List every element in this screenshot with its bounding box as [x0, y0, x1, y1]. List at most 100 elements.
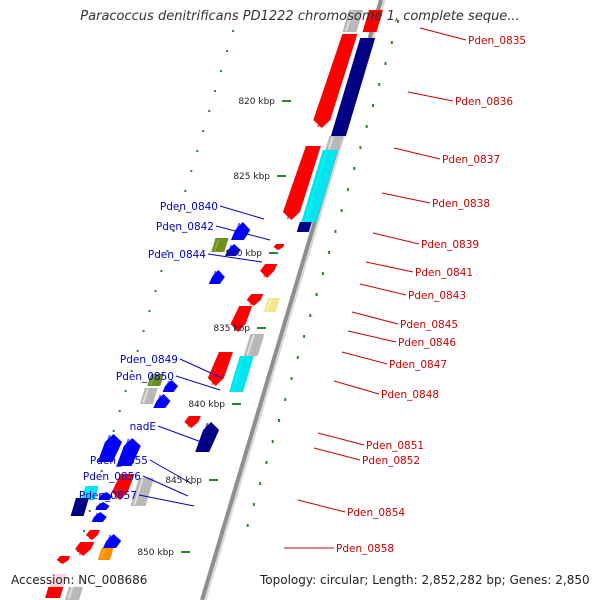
gene-highlight — [197, 422, 209, 452]
gene-feature — [97, 548, 114, 560]
gene-feature — [229, 356, 254, 392]
ruler-dot — [118, 410, 121, 412]
gene-feature — [313, 34, 358, 128]
outer-dot — [390, 41, 393, 44]
reverse-gene-label: Pden_0837 — [442, 154, 500, 166]
gene-highlight — [275, 244, 280, 250]
gene-highlight — [317, 34, 348, 128]
gene-highlight — [263, 264, 270, 278]
gene-feature — [130, 478, 154, 506]
ruler-dot — [220, 70, 223, 72]
forward-gene-label: Pden_0842 — [156, 221, 214, 233]
gene-feature — [153, 394, 171, 408]
reverse-gene-label: Pden_0845 — [400, 319, 458, 331]
gene-feature — [330, 38, 376, 136]
gene-highlight — [155, 394, 162, 408]
gene-highlight — [298, 222, 304, 232]
ruler-dot — [142, 330, 145, 332]
outer-dot — [309, 314, 312, 317]
ruler-dot — [130, 370, 133, 372]
gene-highlight — [99, 548, 106, 560]
sequence-title: Paracoccus denitrificans PD1222 chromoso… — [80, 9, 520, 24]
reverse-gene-leader — [381, 192, 431, 204]
gene-highlight — [333, 38, 365, 136]
reverse-gene-leader — [341, 351, 388, 365]
gene-highlight — [246, 334, 255, 356]
reverse-gene-leader — [313, 447, 361, 461]
outer-dot — [321, 272, 324, 275]
gene-feature — [211, 238, 229, 252]
ruler-ticks — [181, 100, 291, 553]
ruler-dot — [226, 50, 229, 52]
ruler-dot — [178, 210, 181, 212]
outer-dot — [259, 482, 262, 485]
gene-feature — [263, 298, 281, 312]
ruler-dot — [154, 290, 157, 292]
gene-highlight — [249, 294, 256, 306]
gene-feature — [325, 136, 344, 150]
forward-gene-leader — [207, 253, 263, 263]
reverse-gene-label: Pden_0836 — [455, 96, 513, 108]
gene-feature — [116, 438, 141, 466]
outer-dot — [296, 356, 299, 359]
outer-dot — [252, 503, 255, 506]
forward-gene-leader — [175, 375, 221, 391]
gene-feature — [162, 380, 179, 392]
ruler-dot — [196, 150, 199, 152]
reverse-gene-leader — [333, 380, 380, 395]
outer-dot — [378, 83, 381, 86]
reverse-gene-leader — [407, 91, 454, 102]
gene-highlight — [211, 352, 224, 386]
forward-gene-label: Pden_0840 — [160, 201, 218, 213]
ruler-dot — [136, 350, 139, 352]
reverse-gene-label: Pden_0858 — [336, 543, 394, 555]
ruler-tick-label: 820 kbp — [238, 97, 275, 107]
forward-gene-leader — [219, 205, 265, 220]
accession-text: Accession: NC_008686 — [9, 573, 150, 587]
forward-gene-leader — [138, 494, 195, 507]
gene-highlight — [286, 146, 311, 220]
gene-highlight — [88, 530, 94, 540]
gene-highlight — [115, 474, 126, 500]
reverse-gene-label: Pden_0847 — [389, 359, 447, 371]
outer-dot — [346, 188, 349, 191]
gene-feature — [362, 10, 383, 32]
gene-feature — [246, 294, 264, 306]
reverse-gene-label: Pden_0841 — [415, 267, 473, 279]
forward-gene-leader — [157, 425, 205, 444]
gene-highlight — [231, 356, 245, 392]
reverse-gene-leader — [359, 283, 407, 296]
reverse-gene-leader — [351, 311, 399, 325]
gene-body — [273, 244, 285, 250]
forward-gene-label: Pden_0844 — [148, 249, 206, 261]
gene-feature — [70, 498, 89, 516]
reverse-gene-label: Pden_0851 — [366, 440, 424, 452]
reverse-gene-label: Pden_0846 — [398, 337, 456, 349]
gene-body — [95, 502, 110, 510]
gene-highlight — [133, 478, 144, 506]
gene-feature — [230, 306, 253, 332]
gene-feature — [208, 270, 225, 284]
gene-feature — [85, 530, 100, 540]
reverse-gene-label: Pden_0839 — [421, 239, 479, 251]
gene-highlight — [78, 542, 85, 556]
gene-feature — [225, 244, 241, 256]
ruler-dot — [166, 250, 169, 252]
ruler-tick-label: 835 kbp — [213, 324, 250, 334]
forward-gene-label: nadE — [130, 421, 156, 433]
gene-highlight — [100, 434, 111, 462]
gene-highlight — [164, 380, 170, 392]
gene-highlight — [93, 512, 99, 522]
gene-labels: 820 kbp 825 kbp 830 kbp 835 kbp 840 kbp 845 k… — [79, 35, 526, 558]
forward-gene-label: Pden_0850 — [116, 371, 174, 383]
gene-feature — [301, 150, 338, 222]
outer-dot — [271, 440, 274, 443]
reverse-gene-leader — [419, 27, 467, 41]
gene-feature — [342, 10, 363, 32]
outer-dot — [328, 251, 331, 254]
gene-highlight — [59, 556, 64, 564]
outer-dot — [303, 335, 306, 338]
outer-dot — [265, 461, 268, 464]
forward-gene-leader — [179, 358, 223, 379]
